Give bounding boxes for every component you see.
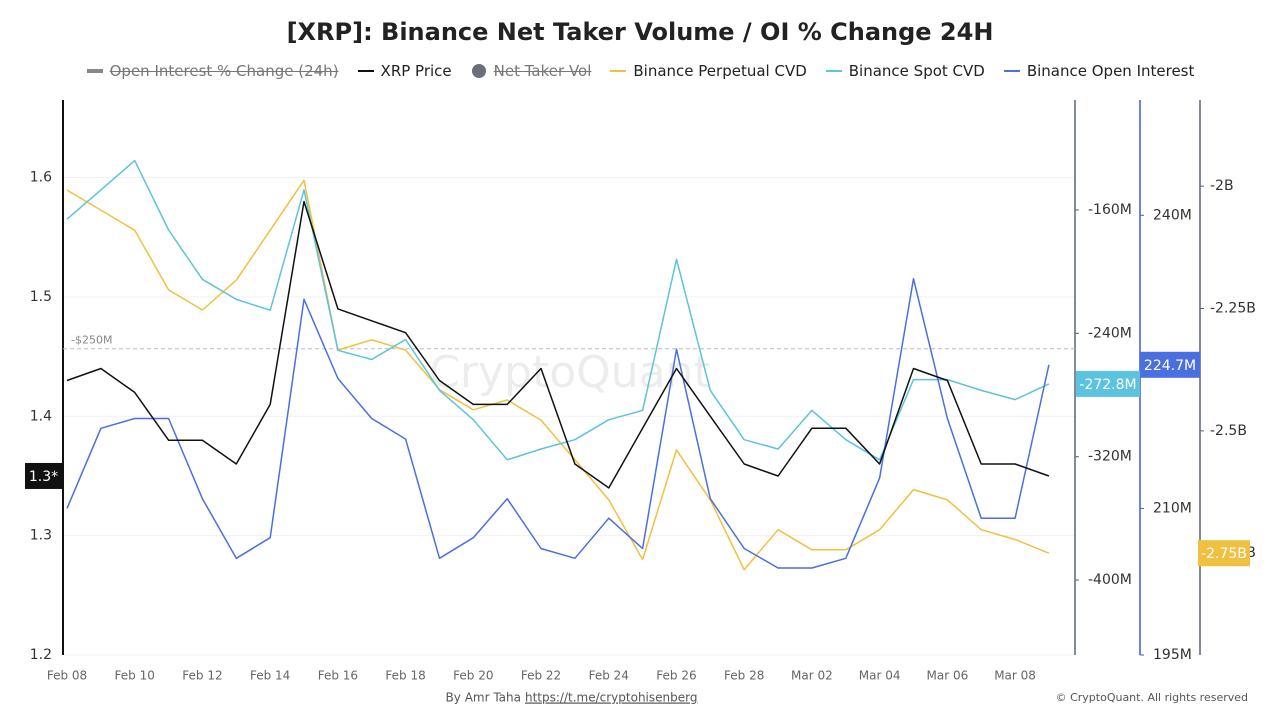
x-tick-label: Feb 10 [115, 669, 155, 683]
footer-link: https://t.me/cryptohisenberg [525, 691, 697, 705]
y-tick-label: -400M [1088, 572, 1132, 588]
legend-label: Binance Open Interest [1026, 62, 1195, 80]
chart-title: [XRP]: Binance Net Taker Volume / OI % C… [286, 18, 994, 46]
legend-symbol [610, 70, 627, 72]
legend-item[interactable]: Binance Perpetual CVD [609, 62, 807, 80]
y-tick-label: -2B [1210, 178, 1234, 194]
legend-label: Net Taker Vol [493, 62, 592, 80]
watermark: CryptoQuant [429, 347, 711, 398]
x-tick-label: Mar 06 [926, 669, 968, 683]
legend-symbol [86, 69, 103, 73]
last-value-box [25, 462, 62, 489]
y-tick-label: -320M [1088, 449, 1132, 465]
x-tick-label: Feb 18 [385, 669, 425, 683]
last-value-label: 224.7M [1144, 358, 1196, 374]
legend: Open Interest % Change (24h) XRP Price Net… [0, 62, 1280, 80]
x-tick-label: Mar 02 [791, 669, 833, 683]
footer-copyright: © CryptoQuant. All rights reserved [1056, 691, 1248, 704]
footer-author: By Amr Taha [446, 691, 521, 705]
x-tick-label: Feb 24 [589, 669, 629, 683]
x-tick-label: Feb 20 [453, 669, 493, 683]
y-tick-label: 1.5 [30, 289, 52, 305]
legend-label: Binance Perpetual CVD [633, 62, 807, 80]
legend-label: Binance Spot CVD [848, 62, 985, 80]
legend-label: XRP Price [380, 62, 452, 80]
y-tick-label: -2.5B [1210, 423, 1247, 439]
legend-item[interactable]: Binance Spot CVD [825, 62, 985, 80]
legend-symbol [1003, 70, 1020, 72]
y-tick-label: 1.2 [30, 647, 52, 663]
y-tick-label: 240M [1153, 207, 1192, 223]
reference-label: -$250M [71, 334, 112, 347]
last-value-box [1076, 370, 1140, 397]
x-tick-label: Feb 12 [182, 669, 222, 683]
series-line [66, 278, 1050, 569]
legend-item[interactable]: Open Interest % Change (24h) [86, 62, 339, 80]
series-line [66, 200, 1050, 489]
x-tick-label: Mar 04 [859, 669, 901, 683]
y-tick-label: 1.4 [30, 408, 52, 424]
legend-label: Open Interest % Change (24h) [109, 62, 339, 80]
y-tick-label: -160M [1088, 202, 1132, 218]
x-tick-label: Feb 14 [250, 669, 290, 683]
y-tick-label: 195M [1153, 647, 1192, 663]
y-tick-label: 1.6 [30, 170, 52, 186]
last-value-box [1140, 351, 1200, 378]
y-tick-label: 210M [1153, 500, 1192, 516]
series-line [66, 179, 1050, 571]
legend-item[interactable]: XRP Price [357, 62, 452, 80]
x-tick-label: Feb 22 [521, 669, 561, 683]
x-tick-label: Mar 08 [994, 669, 1036, 683]
legend-item[interactable]: Net Taker Vol [470, 62, 592, 80]
x-tick-label: Feb 28 [724, 669, 764, 683]
last-value-label: 1.3* [29, 469, 58, 485]
legend-item[interactable]: Binance Open Interest [1003, 62, 1195, 80]
y-tick-label: -240M [1088, 325, 1132, 341]
last-value-label: -2.75B [1201, 546, 1247, 562]
last-value-label: -272.8M [1079, 377, 1136, 393]
x-tick-label: Feb 08 [47, 669, 87, 683]
x-tick-label: Feb 26 [656, 669, 696, 683]
y-tick-label: -2.25B [1210, 300, 1256, 316]
legend-symbol [471, 64, 486, 78]
legend-symbol [357, 70, 374, 72]
legend-symbol [825, 70, 842, 72]
last-value-box [1198, 540, 1250, 567]
x-tick-label: Feb 16 [318, 669, 358, 683]
y-tick-label: 1.3 [30, 528, 52, 544]
